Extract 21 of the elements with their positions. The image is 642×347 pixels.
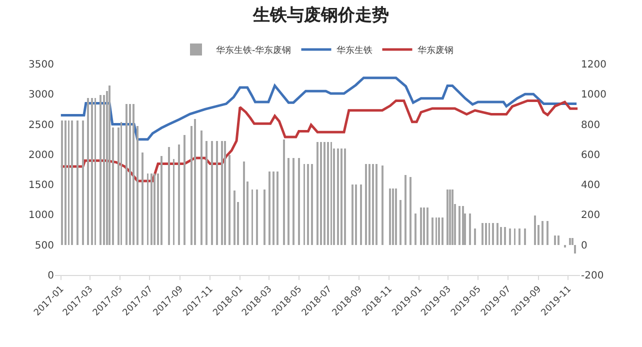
- y-tick-label: 1000: [28, 210, 54, 222]
- y2-tick-label: -200: [581, 270, 604, 282]
- line-series: [60, 76, 578, 141]
- y-tick-label: 2500: [28, 120, 54, 131]
- y-tick-label: 2000: [28, 150, 54, 161]
- y2-tick-label: 400: [581, 180, 600, 192]
- chart-title: 生铁与废钢价走势: [252, 6, 389, 26]
- y2-tick-label: 800: [581, 120, 600, 131]
- legend-label: 华东生铁-华东废钢: [216, 45, 292, 56]
- y-tick-label: 500: [34, 240, 54, 252]
- y-tick-label: 3000: [28, 90, 54, 101]
- y2-tick-label: 1200: [581, 60, 606, 70]
- y2-tick-label: 1000: [581, 90, 606, 101]
- y-tick-label: 0: [48, 270, 54, 282]
- legend-label: 华东废钢: [417, 45, 454, 56]
- legend-label: 华东生铁: [336, 45, 372, 56]
- y2-tick-label: 200: [581, 210, 600, 222]
- y-tick-label: 3500: [28, 60, 54, 70]
- y2-tick-label: 0: [581, 240, 588, 252]
- y2-tick-label: 600: [581, 150, 600, 161]
- y-tick-label: 1500: [28, 180, 54, 192]
